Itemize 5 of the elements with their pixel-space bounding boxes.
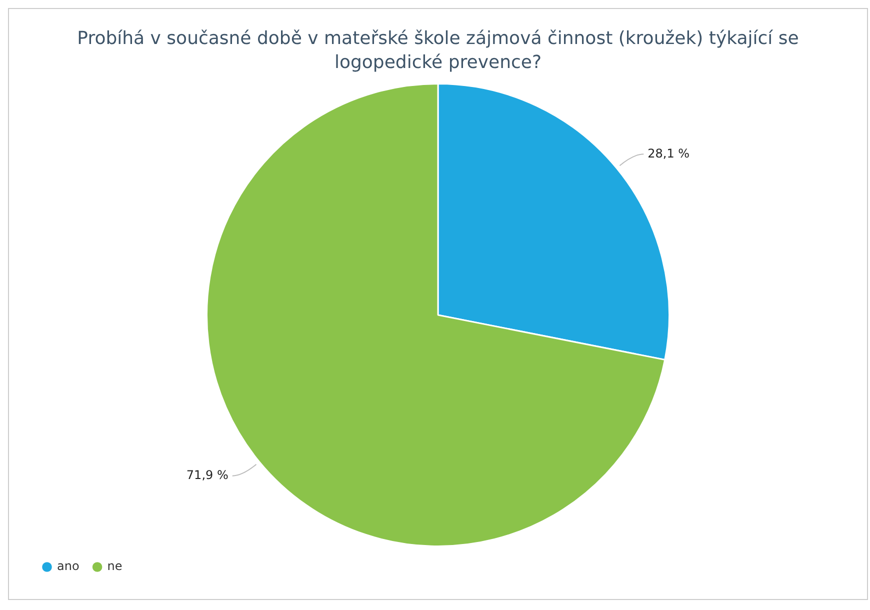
data-label: 71,9 % [186, 468, 228, 482]
data-label: 28,1 % [648, 146, 690, 160]
legend-label: ano [57, 559, 80, 574]
legend-label: ne [107, 559, 122, 574]
chart-title: Probíhá v současné době v mateřské škole zájmová činnost (kroužek) týkající se logopedické prevence? [76, 27, 800, 75]
